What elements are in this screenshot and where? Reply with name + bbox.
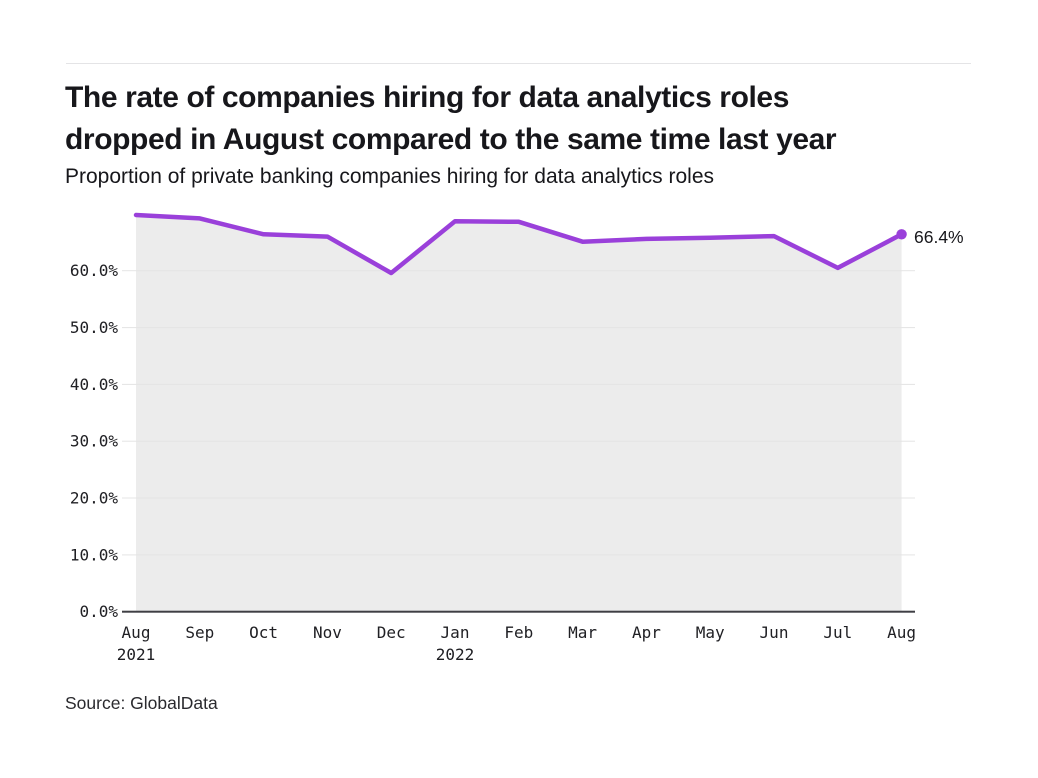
gridline (122, 327, 915, 329)
gridline (122, 497, 915, 499)
series-line (133, 212, 904, 276)
y-tick-label: 20.0% (70, 489, 119, 508)
gridline (122, 440, 915, 442)
end-value-label: 66.4% (914, 227, 964, 247)
gridline (122, 554, 915, 556)
x-tick-label: Jul (823, 623, 852, 642)
chart-fill-area (136, 215, 902, 612)
x-tick-label: Aug (887, 623, 916, 642)
x-tick-label: Sep (185, 623, 214, 642)
x-tick-label: Jun (760, 623, 789, 642)
y-tick-label: 30.0% (70, 432, 119, 451)
chart-subtitle: Proportion of private banking companies … (65, 165, 715, 188)
gridline (122, 383, 915, 385)
x-tick-label: Oct (249, 623, 278, 642)
x-tick-label: Feb (504, 623, 533, 642)
page-title-line2: dropped in August compared to the same t… (65, 123, 837, 156)
x-tick-year-label: 2022 (436, 645, 475, 664)
y-tick-label: 10.0% (70, 545, 119, 564)
page-title-line1: The rate of companies hiring for data an… (65, 81, 789, 114)
x-tick-year-label: 2021 (117, 645, 156, 664)
x-tick-label: May (696, 623, 725, 642)
x-tick-label: Apr (632, 623, 661, 642)
x-tick-label: Mar (568, 623, 597, 642)
top-divider (66, 63, 971, 64)
page-title: The rate of companies hiring for data an… (65, 77, 995, 161)
x-tick-label: Aug (122, 623, 151, 642)
series-end-dot (896, 229, 907, 240)
y-tick-label: 40.0% (70, 375, 119, 394)
y-tick-label: 50.0% (70, 318, 119, 337)
x-tick-label: Dec (377, 623, 406, 642)
gridline (122, 270, 915, 272)
x-axis-line (122, 610, 915, 613)
source-caption: Source: GlobalData (65, 693, 218, 713)
x-tick-label: Nov (313, 623, 342, 642)
y-tick-label: 0.0% (79, 602, 118, 621)
y-tick-label: 60.0% (70, 261, 119, 280)
x-tick-label: Jan (441, 623, 470, 642)
